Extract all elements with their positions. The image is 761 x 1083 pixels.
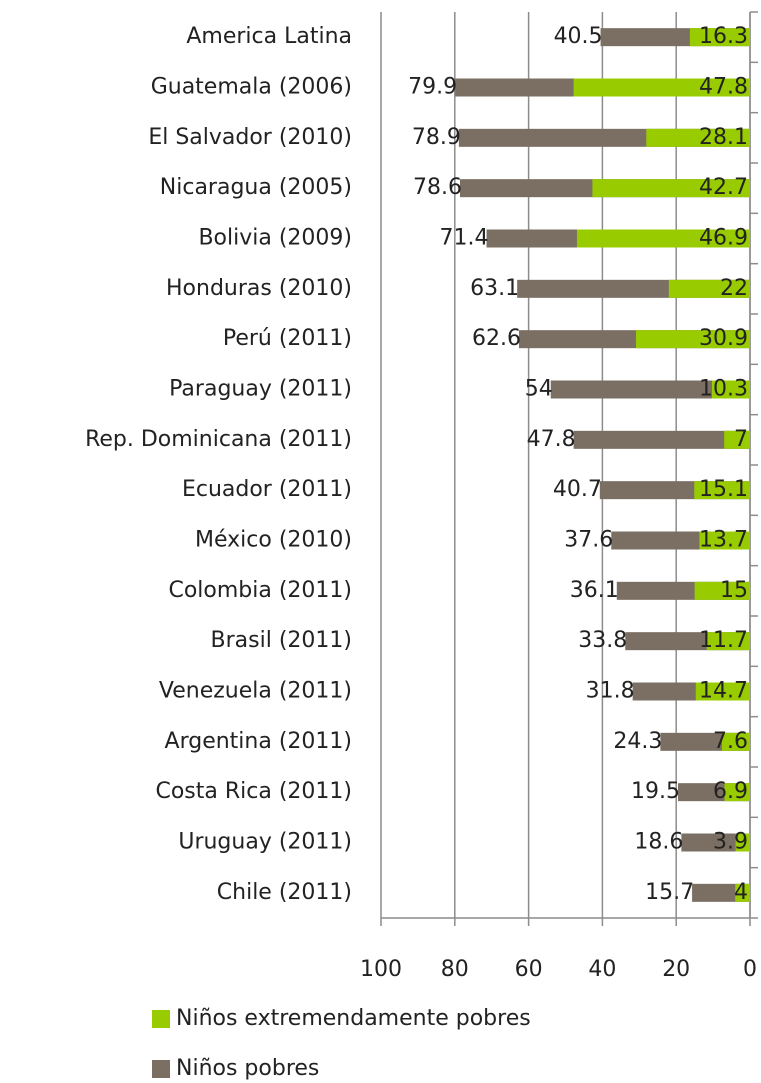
legend-swatch <box>152 1060 170 1078</box>
x-tick-label: 100 <box>360 957 402 982</box>
bar <box>689 28 750 47</box>
data-label: 19.5 <box>631 779 680 804</box>
data-label: 30.9 <box>699 326 748 351</box>
y-tick-label: Paraguay (2011) <box>169 377 352 402</box>
data-label: 40.5 <box>554 24 603 49</box>
x-tick-label: 60 <box>515 957 543 982</box>
x-tick-label: 20 <box>662 957 690 982</box>
bar <box>550 380 750 399</box>
bar <box>592 179 750 198</box>
data-label: 78.9 <box>412 125 461 150</box>
bar <box>724 783 750 802</box>
data-label: 33.8 <box>578 628 627 653</box>
bar <box>724 430 750 449</box>
bar <box>694 581 750 600</box>
y-tick-label: Rep. Dominicana (2011) <box>85 427 352 452</box>
data-label: 13.7 <box>699 528 748 553</box>
y-tick-label: Perú (2011) <box>223 326 352 351</box>
y-tick-label: El Salvador (2010) <box>148 125 352 150</box>
data-label: 15.1 <box>699 477 748 502</box>
data-label: 36.1 <box>570 578 619 603</box>
bar <box>668 279 750 298</box>
data-label: 78.6 <box>413 175 462 200</box>
data-label: 42.7 <box>699 175 748 200</box>
data-label: 7 <box>734 427 748 452</box>
data-label: 6.9 <box>713 779 748 804</box>
bar <box>706 632 750 651</box>
data-label: 47.8 <box>699 75 748 100</box>
y-tick-label: México (2010) <box>195 528 352 553</box>
x-tick-label: 0 <box>743 957 757 982</box>
bar <box>694 481 750 500</box>
bar <box>576 229 750 248</box>
bar <box>573 78 750 97</box>
y-tick-label: Nicaragua (2005) <box>160 175 352 200</box>
y-tick-label: Costa Rica (2011) <box>155 779 352 804</box>
legend-label: Niños extremendamente pobres <box>176 1006 531 1031</box>
bar <box>695 682 750 701</box>
y-tick-label: Honduras (2010) <box>166 276 352 301</box>
y-tick-label: Argentina (2011) <box>165 729 352 754</box>
y-tick-label: Uruguay (2011) <box>178 830 352 855</box>
bar <box>711 380 750 399</box>
bar <box>735 883 750 902</box>
data-label: 15 <box>720 578 748 603</box>
data-label: 31.8 <box>586 679 635 704</box>
data-label: 37.6 <box>564 528 613 553</box>
bar <box>699 531 750 550</box>
data-label: 28.1 <box>699 125 748 150</box>
data-label: 40.7 <box>553 477 602 502</box>
data-label: 46.9 <box>699 226 748 251</box>
legend-swatch <box>152 1010 170 1028</box>
data-label: 4 <box>734 880 748 905</box>
bar <box>646 128 750 147</box>
y-tick-label: Guatemala (2006) <box>151 75 352 100</box>
y-tick-label: Colombia (2011) <box>168 578 352 603</box>
bar <box>635 330 750 349</box>
y-tick-label: Ecuador (2011) <box>182 477 352 502</box>
data-label: 15.7 <box>645 880 694 905</box>
data-label: 47.8 <box>527 427 576 452</box>
data-label: 14.7 <box>699 679 748 704</box>
data-label: 11.7 <box>699 628 748 653</box>
data-label: 79.9 <box>408 75 457 100</box>
data-label: 7.6 <box>713 729 748 754</box>
bar <box>735 833 750 852</box>
data-label: 24.3 <box>613 729 662 754</box>
data-label: 3.9 <box>713 830 748 855</box>
y-tick-label: Bolivia (2009) <box>198 226 352 251</box>
data-label: 63.1 <box>470 276 519 301</box>
x-tick-label: 40 <box>588 957 616 982</box>
data-label: 22 <box>720 276 748 301</box>
x-tick-label: 80 <box>441 957 469 982</box>
y-tick-label: Chile (2011) <box>217 880 352 905</box>
data-label: 10.3 <box>699 377 748 402</box>
bar <box>721 732 750 751</box>
y-tick-label: Venezuela (2011) <box>159 679 352 704</box>
data-label: 71.4 <box>440 226 489 251</box>
data-label: 18.6 <box>634 830 683 855</box>
legend-label: Niños pobres <box>176 1056 319 1081</box>
y-tick-label: America Latina <box>186 24 352 49</box>
data-label: 62.6 <box>472 326 521 351</box>
data-label: 54 <box>525 377 553 402</box>
y-tick-label: Brasil (2011) <box>211 628 352 653</box>
data-label: 16.3 <box>699 24 748 49</box>
bar <box>573 430 750 449</box>
bar <box>681 833 750 852</box>
